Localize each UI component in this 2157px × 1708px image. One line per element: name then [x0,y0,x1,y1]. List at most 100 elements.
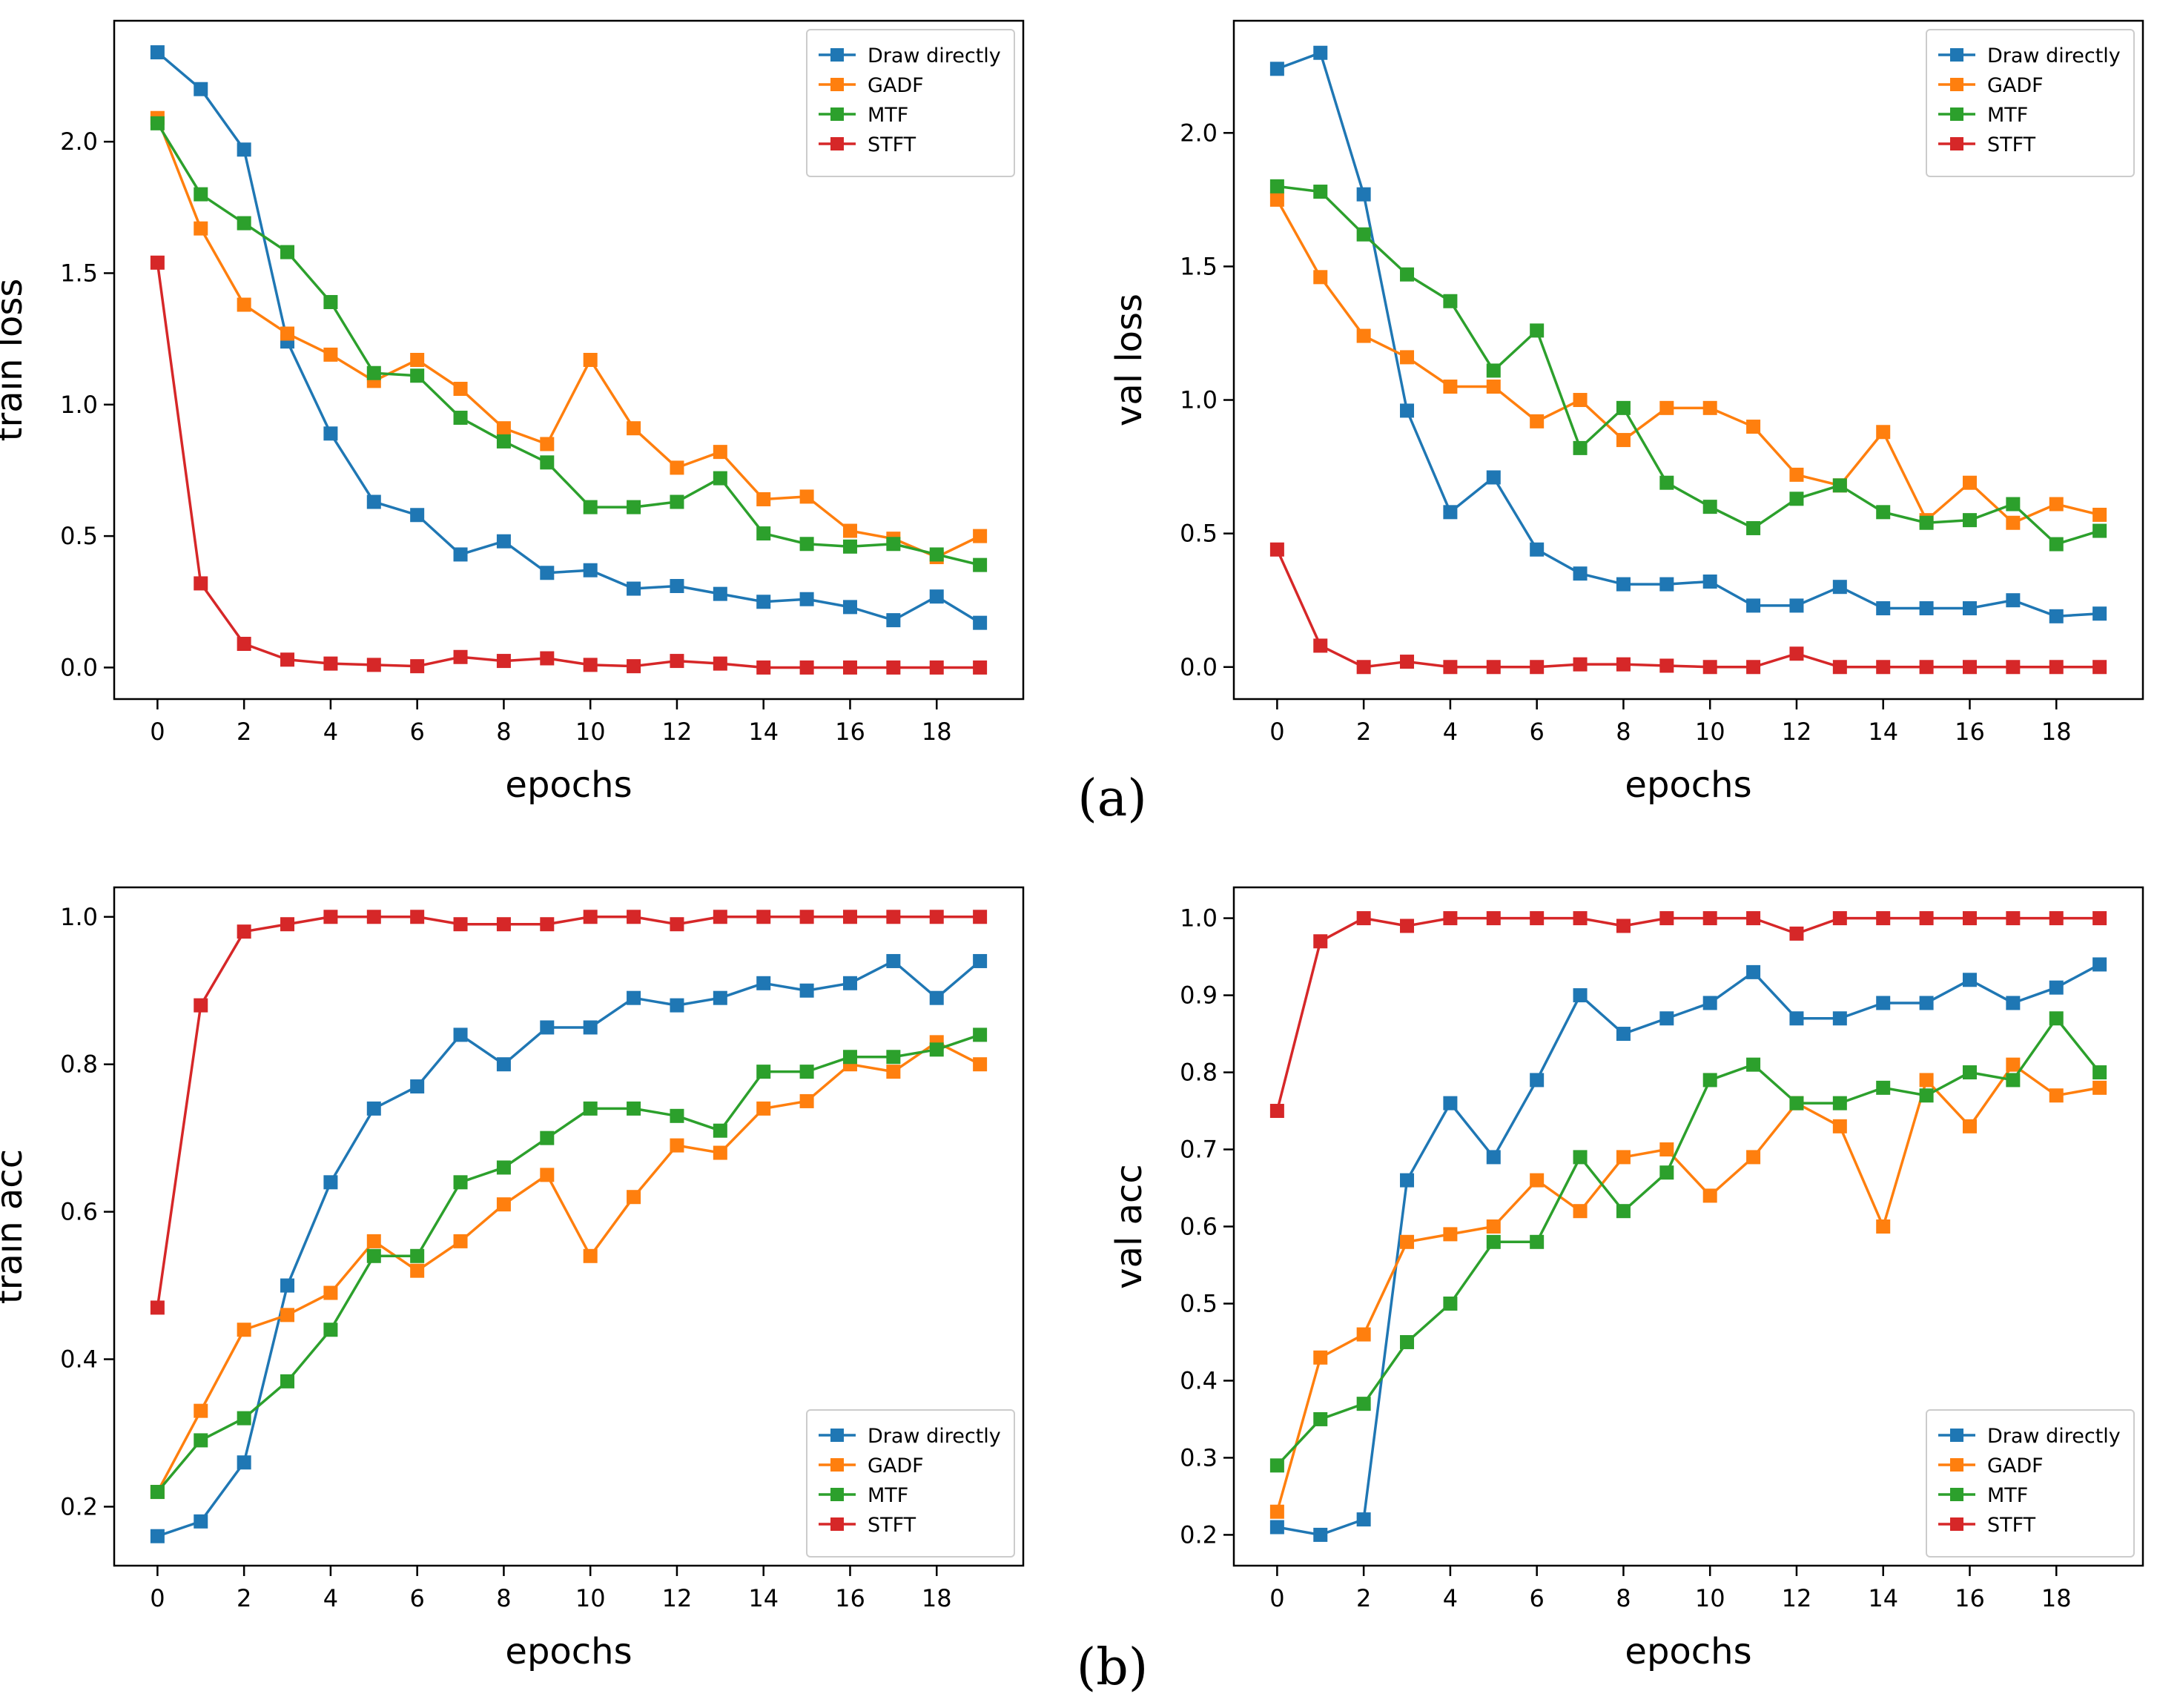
y-tick-label: 1.5 [60,259,98,287]
legend-entry-mtf: MTF [1987,1484,2028,1507]
data-point-mtf [1269,1458,1284,1473]
data-point-stft [1702,660,1717,675]
data-point-stft [929,660,944,675]
data-point-mtf [1702,1073,1717,1088]
y-tick-label: 0.8 [1180,1059,1218,1087]
data-point-gadf [2006,1057,2021,1072]
data-point-stft [410,659,425,674]
data-point-stft [453,649,468,664]
data-point-gadf [713,445,727,460]
data-point-gadf [2049,1088,2064,1103]
data-point-stft [496,917,511,932]
data-point-draw-directly [973,615,988,630]
y-tick-label: 0.0 [1180,653,1218,681]
data-point-stft [583,658,598,672]
data-point-gadf [1269,1504,1284,1519]
data-point-mtf [1789,491,1804,506]
data-point-draw-directly [540,566,555,580]
data-point-mtf [973,557,988,572]
data-point-gadf [410,1263,425,1278]
data-point-draw-directly [756,595,771,609]
data-point-gadf [1486,1219,1501,1234]
data-point-draw-directly [1876,601,1891,616]
y-tick-label: 1.0 [1180,904,1218,933]
legend-marker-mtf [830,1488,844,1501]
data-point-stft [1789,926,1804,941]
series-line-draw-directly [156,51,981,624]
y-axis-label: train acc [0,1149,30,1304]
data-point-mtf [670,494,684,509]
plot-frame [113,19,1025,701]
data-point-draw-directly [1789,598,1804,613]
x-tick-label: 10 [1695,718,1725,746]
data-point-gadf [2049,497,2064,512]
data-point-mtf [1269,179,1284,193]
data-point-gadf [1400,350,1415,365]
data-point-stft [2092,660,2107,675]
data-point-stft [1616,657,1631,672]
x-tick-label: 4 [323,1584,338,1612]
data-point-draw-directly [1616,1027,1631,1042]
series-stft [1269,542,2107,675]
data-point-mtf [366,365,381,380]
chart-panel-4: 0 2 4 6 8 10 12 14 16 18 0.2 0.3 0.4 0.5 0.6 0.7 0.8 0.9 1… [1109,886,2144,1672]
data-point-draw-directly [237,142,251,157]
data-point-stft [410,910,425,924]
legend-entry-draw-directly: Draw directly [868,44,1001,67]
x-tick-label: 4 [1443,1584,1458,1612]
data-point-draw-directly [2006,593,2021,608]
data-point-stft [366,658,381,672]
x-tick-label: 12 [662,718,693,746]
data-point-stft [886,910,901,924]
data-point-mtf [323,1323,338,1337]
data-point-stft [1313,638,1328,653]
data-point-draw-directly [1919,601,1934,616]
series-line-draw-directly [156,959,981,1537]
data-point-stft [237,637,251,652]
data-point-stft [1573,657,1588,672]
data-point-draw-directly [1313,1527,1328,1542]
data-point-stft [1876,660,1891,675]
data-point-mtf [2006,1073,2021,1088]
chart-panel-1: 0 2 4 6 8 10 12 14 16 18 0.0 0.5 1.0 1.5 2.0 epochs trai… [0,19,1025,806]
series-gadf [150,110,988,564]
data-point-stft [2049,660,2064,675]
data-point-draw-directly [496,1057,511,1072]
data-point-mtf [410,368,425,383]
series-line-draw-directly [1276,51,2100,618]
data-point-gadf [1616,1150,1631,1165]
data-point-gadf [1919,1073,1934,1088]
data-point-gadf [2006,515,2021,530]
data-point-mtf [1616,400,1631,415]
legend-entry-gadf: GADF [1987,74,2044,97]
legend-marker-draw-directly [830,48,844,62]
data-point-mtf [323,294,338,309]
data-point-gadf [1746,420,1761,434]
x-tick-label: 2 [237,718,251,746]
legend-box [806,1409,1015,1558]
data-point-gadf [1530,1173,1545,1188]
data-point-stft [2049,911,2064,926]
series-mtf [1269,1011,2107,1473]
data-point-stft [150,255,165,270]
data-point-gadf [1876,425,1891,440]
series-line-mtf [1276,1017,2101,1467]
data-point-gadf [1486,380,1501,394]
legend: Draw directly GADF MTF STFT [1926,1409,2135,1558]
data-point-draw-directly [280,1278,295,1293]
data-point-gadf [1962,475,1977,490]
data-point-draw-directly [1486,1150,1501,1165]
data-point-gadf [280,326,295,341]
x-tick-label: 18 [922,1584,952,1612]
data-point-gadf [1530,414,1545,428]
data-point-stft [583,910,598,924]
data-point-stft [1659,658,1674,673]
series-draw-directly [1269,45,2107,623]
data-point-gadf [670,460,684,475]
data-point-mtf [583,1101,598,1116]
data-point-draw-directly [1400,1173,1415,1188]
legend-entry-gadf: GADF [868,74,924,97]
x-tick-label: 6 [409,718,424,746]
data-point-draw-directly [194,82,208,96]
y-tick-label: 0.0 [60,653,98,681]
